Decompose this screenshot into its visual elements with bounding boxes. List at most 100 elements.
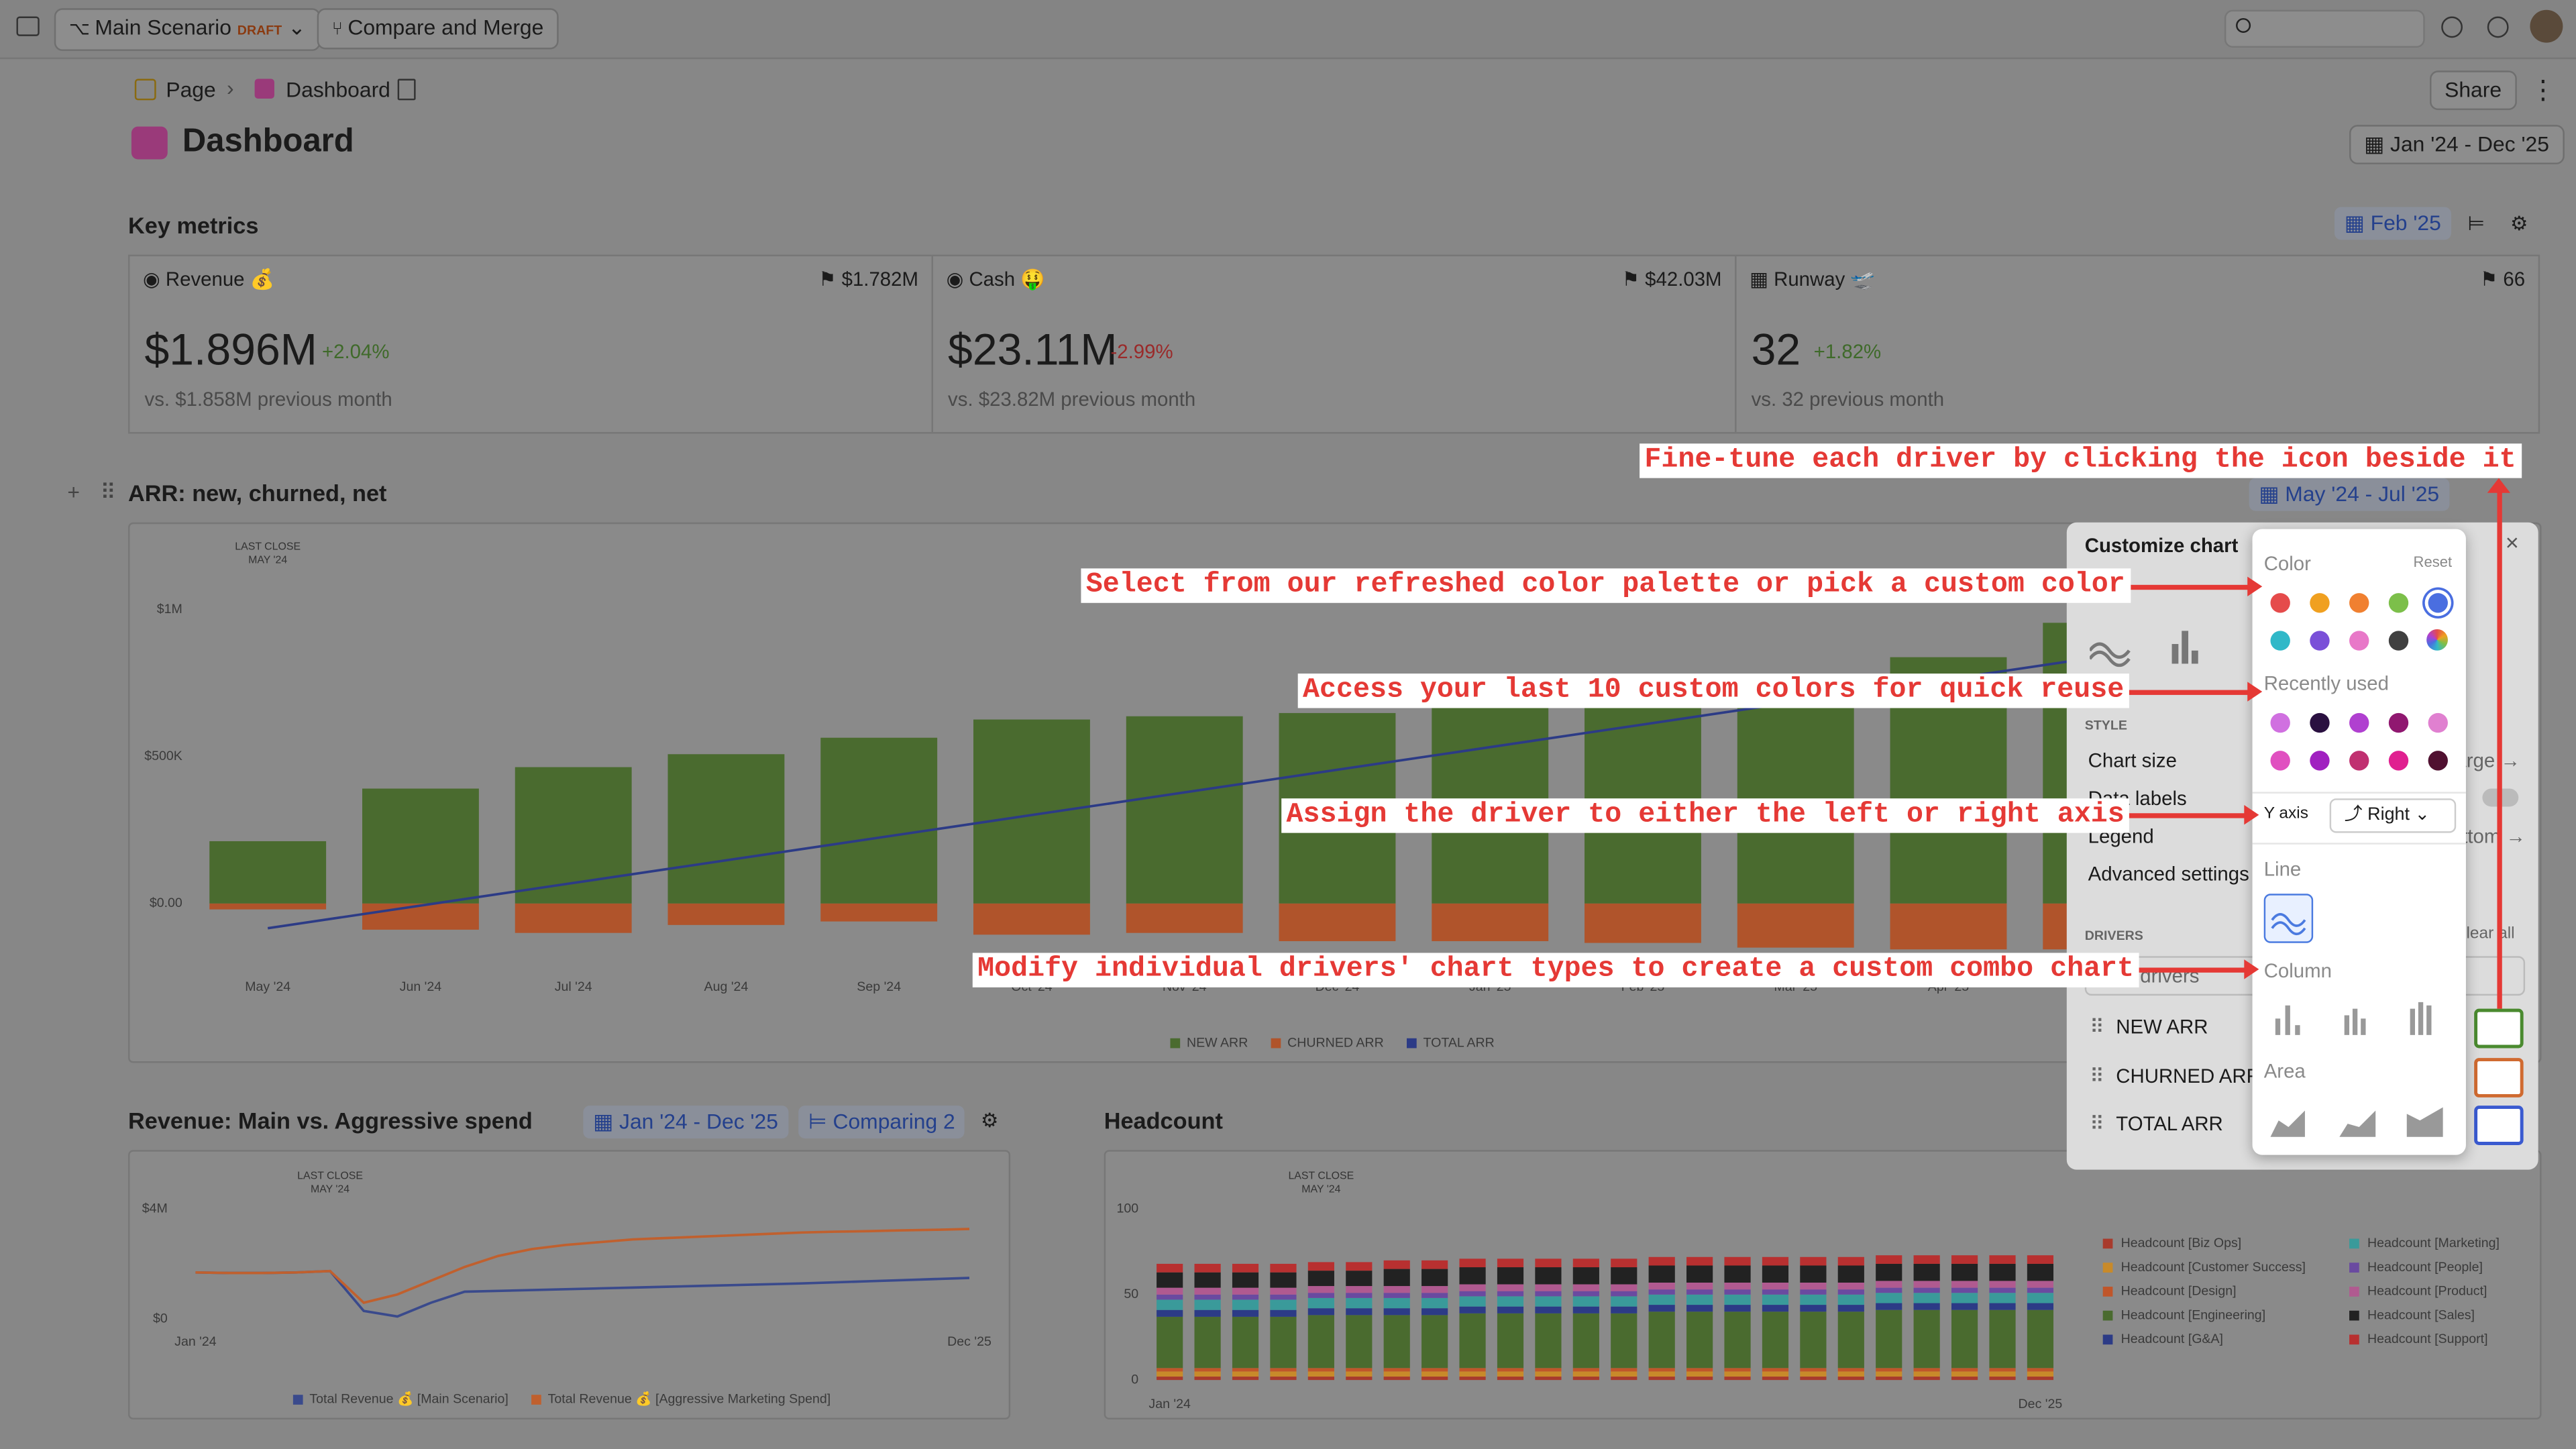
legend-label: Total Revenue 💰 [Aggressive Marketing Sp… — [548, 1391, 831, 1407]
recent-swatch[interactable] — [2428, 712, 2448, 733]
driver-name[interactable]: TOTAL ARR — [2116, 1112, 2223, 1136]
palette-swatch[interactable] — [2349, 631, 2369, 651]
bar-segment — [1686, 1305, 1713, 1312]
recent-swatch[interactable] — [2349, 712, 2369, 733]
date-range-button[interactable]: ▦ Jan '24 - Dec '25 — [2349, 125, 2565, 164]
setting-label[interactable]: Advanced settings — [2088, 862, 2249, 886]
recent-swatch[interactable] — [2310, 712, 2330, 733]
reset-button[interactable]: Reset — [2413, 553, 2453, 570]
bar-segment — [1194, 1287, 1221, 1295]
bar-segment — [1307, 1262, 1334, 1271]
recent-swatch[interactable] — [2349, 751, 2369, 771]
palette-swatch[interactable] — [2388, 631, 2409, 651]
palette-swatch[interactable] — [2270, 593, 2290, 613]
recent-swatch[interactable] — [2388, 751, 2409, 771]
recent-swatch[interactable] — [2428, 751, 2448, 771]
recent-swatch[interactable] — [2270, 712, 2290, 733]
bar-segment — [1459, 1258, 1486, 1268]
history-icon[interactable] — [2441, 16, 2463, 38]
full-area-option[interactable] — [2406, 1107, 2443, 1137]
bar-segment — [1157, 1299, 1183, 1310]
legend-swatch — [2102, 1334, 2113, 1345]
scenario-button[interactable]: ⌥ Main Scenario DRAFT ⌄ — [54, 8, 321, 51]
bar-segment — [1876, 1287, 1902, 1293]
driver-name[interactable]: CHURNED ARR — [2116, 1064, 2261, 1088]
palette-swatch[interactable] — [2388, 593, 2409, 613]
period-button[interactable]: ▦ Feb '25 — [2334, 207, 2451, 240]
recent-swatch[interactable] — [2388, 712, 2409, 733]
metric-name-text: Runway 🛫 — [1774, 268, 1876, 291]
search-box[interactable] — [2224, 9, 2425, 48]
line-option[interactable] — [2263, 894, 2314, 943]
chart-title: ARR: new, churned, net — [128, 480, 387, 506]
bar-segment — [1421, 1297, 1448, 1309]
share-button[interactable]: Share — [2430, 70, 2517, 111]
recent-swatch[interactable] — [2270, 751, 2290, 771]
legend-label: Headcount [People] — [2367, 1260, 2483, 1275]
palette-swatch[interactable] — [2310, 631, 2330, 651]
breadcrumb-page[interactable]: Page — [166, 77, 216, 102]
bar-segment — [1194, 1299, 1221, 1310]
column-type-icon[interactable] — [2191, 650, 2198, 664]
bar-segment — [1611, 1313, 1638, 1368]
add-block[interactable]: + — [67, 480, 80, 504]
compare-button[interactable]: ⑂ Compare and Merge — [317, 8, 559, 50]
period-button[interactable]: ▦ May '24 - Jul '25 — [2249, 478, 2449, 511]
driver-type-button[interactable] — [2474, 1008, 2524, 1049]
help-icon[interactable] — [2487, 16, 2509, 38]
bar-segment — [1724, 1282, 1751, 1290]
column-option[interactable] — [2275, 1005, 2300, 1035]
close-button[interactable]: × — [2505, 529, 2519, 555]
settings-icon[interactable]: ⚙ — [2510, 211, 2528, 235]
metric-target: ⚑ 66 — [2479, 268, 2526, 291]
doc-icon[interactable] — [397, 78, 416, 101]
breadcrumb-dashboard[interactable]: Dashboard — [286, 77, 390, 102]
recent-swatch[interactable] — [2310, 751, 2330, 771]
y-axis-select[interactable]: ⤴ Right ⌄ — [2329, 798, 2457, 833]
full-column-option[interactable] — [2410, 1002, 2432, 1035]
stacked-area-option[interactable] — [2339, 1110, 2376, 1137]
period-button[interactable]: ▦ Jan '24 - Dec '25 — [583, 1106, 788, 1139]
line-type-icon[interactable] — [2090, 642, 2131, 667]
metric-card[interactable]: ▦ Runway 🛫 ⚑ 66 32 +1.82% vs. 32 previou… — [1735, 254, 2540, 434]
setting-label[interactable]: Chart size — [2088, 749, 2177, 773]
bar-segment — [2027, 1263, 2054, 1281]
driver-type-button[interactable] — [2474, 1058, 2524, 1097]
more-menu[interactable]: ⋮ — [2530, 77, 2557, 105]
callout-arrow — [2123, 690, 2251, 694]
driver-type-button[interactable] — [2474, 1106, 2524, 1145]
metric-card[interactable]: ◉ Cash 🤑 ⚑ $42.03M $23.11M -2.99% vs. $2… — [931, 254, 1737, 434]
annotation: LAST CLOSE — [235, 541, 301, 553]
drag-handle[interactable]: ⠿ — [2090, 1112, 2104, 1136]
line-option-icon — [2271, 913, 2306, 936]
palette-swatch[interactable] — [2270, 631, 2290, 651]
settings-icon[interactable]: ⚙ — [981, 1109, 999, 1132]
drag-handle[interactable]: ⠿ — [100, 480, 116, 504]
column-type-icon[interactable] — [2182, 631, 2189, 664]
bar-segment — [1837, 1311, 1864, 1368]
legend-swatch — [531, 1395, 541, 1405]
callout: Access your last 10 custom colors for qu… — [1297, 674, 2129, 708]
comparing-button[interactable]: ⊨ Comparing 2 — [798, 1106, 965, 1139]
bar — [820, 903, 938, 922]
bar-segment — [1648, 1265, 1675, 1283]
drag-handle[interactable]: ⠿ — [2090, 1015, 2104, 1038]
driver-name[interactable]: NEW ARR — [2116, 1015, 2208, 1038]
metric-card[interactable]: ◉ Revenue 💰 ⚑ $1.782M $1.896M +2.04% vs.… — [128, 254, 934, 434]
legend-swatch — [2349, 1263, 2359, 1273]
bar-segment — [1686, 1282, 1713, 1290]
palette-swatch[interactable] — [2310, 593, 2330, 613]
area-option[interactable] — [2270, 1110, 2305, 1137]
custom-color-swatch[interactable] — [2426, 629, 2448, 651]
bar-segment — [1913, 1309, 1940, 1368]
bar-segment — [1724, 1305, 1751, 1312]
drag-handle[interactable]: ⠿ — [2090, 1064, 2104, 1088]
column-type-icon[interactable] — [2171, 644, 2179, 664]
palette-swatch[interactable] — [2349, 593, 2369, 613]
compare-icon[interactable]: ⊨ — [2467, 211, 2485, 235]
sidebar-toggle[interactable] — [16, 16, 40, 36]
stacked-column-option[interactable] — [2344, 1008, 2366, 1035]
palette-swatch[interactable] — [2428, 593, 2448, 613]
avatar[interactable] — [2530, 9, 2563, 43]
